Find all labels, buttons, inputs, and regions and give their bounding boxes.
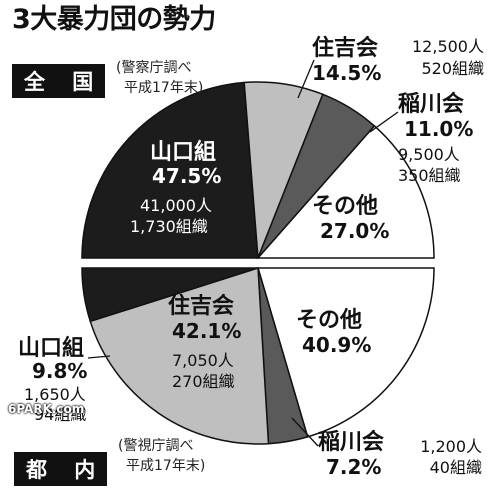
bottom-slice-3 [89, 266, 270, 445]
label-bottom-inagawa-percent: 7.2% [326, 455, 382, 479]
label-bottom-yamaguchi-percent: 9.8% [32, 359, 88, 383]
leader-line-top-sumiyoshi [297, 59, 315, 99]
label-top-sumiyoshi-groups: 520組織 [421, 59, 484, 78]
label-top-yamaguchi-groups: 1,730組織 [130, 217, 208, 236]
label-top-yamaguchi-percent: 47.5% [152, 164, 222, 188]
label-bottom-yamaguchi-members: 1,650人 [24, 385, 86, 404]
label-top-yamaguchi-name: 山口組 [150, 140, 217, 165]
label-top-inagawa-members: 9,500人 [398, 145, 460, 164]
source-line-tokyo-2: 平成17年末) [126, 458, 206, 474]
source-line-tokyo-1: (警視庁調べ [118, 438, 194, 454]
label-top-inagawa-percent: 11.0% [404, 117, 474, 141]
label-top-inagawa-name: 稲川会 [398, 92, 465, 117]
label-bottom-sumiyoshi-name: 住吉会 [168, 294, 235, 319]
bottom-half-pie-tokyo [81, 266, 435, 445]
label-bottom-inagawa-groups: 40組織 [429, 458, 482, 477]
top-slice-4 [256, 124, 435, 259]
label-top-yamaguchi-members: 41,000人 [140, 196, 212, 215]
label-bottom-other-percent: 40.9% [302, 333, 372, 357]
label-bottom-sumiyoshi-percent: 42.1% [172, 319, 242, 343]
bottom-slice-1 [256, 267, 435, 438]
leader-line-top-inagawa [369, 111, 399, 133]
label-bottom-other-name: その他 [296, 308, 363, 333]
leader-lines [87, 59, 399, 447]
label-bottom-inagawa-members: 1,200人 [420, 437, 482, 456]
top-half-pie-nationwide [81, 81, 435, 259]
label-top-other-name: その他 [312, 194, 379, 219]
leader-line-bottom-inagawa [291, 417, 319, 447]
region-badge-tokyo: 都 内 [14, 452, 108, 486]
label-bottom-yamaguchi-name: 山口組 [18, 336, 85, 361]
watermark-text: 6PARK.com [8, 402, 85, 416]
label-top-other-percent: 27.0% [320, 219, 390, 243]
label-top-sumiyoshi-percent: 14.5% [312, 61, 382, 85]
label-top-sumiyoshi-name: 住吉会 [312, 36, 379, 61]
leader-line-bottom-yamaguchi [87, 355, 111, 359]
chart-title: 3大暴力団の勢力 [12, 4, 216, 35]
label-bottom-yamaguchi-groups: 94組織 [34, 405, 87, 424]
label-bottom-inagawa-name: 稲川会 [318, 430, 385, 455]
source-line-nationwide-1: (警察庁調べ [116, 60, 192, 76]
top-slice-1 [81, 81, 259, 259]
label-bottom-sumiyoshi-groups: 270組織 [172, 372, 235, 391]
region-badge-nationwide: 全 国 [12, 64, 106, 98]
label-top-inagawa-groups: 350組織 [398, 166, 461, 185]
source-line-nationwide-2: 平成17年末) [124, 80, 204, 96]
bottom-slice-4 [81, 267, 259, 323]
label-top-sumiyoshi-members: 12,500人 [412, 37, 484, 56]
label-bottom-sumiyoshi-members: 7,050人 [172, 351, 234, 370]
